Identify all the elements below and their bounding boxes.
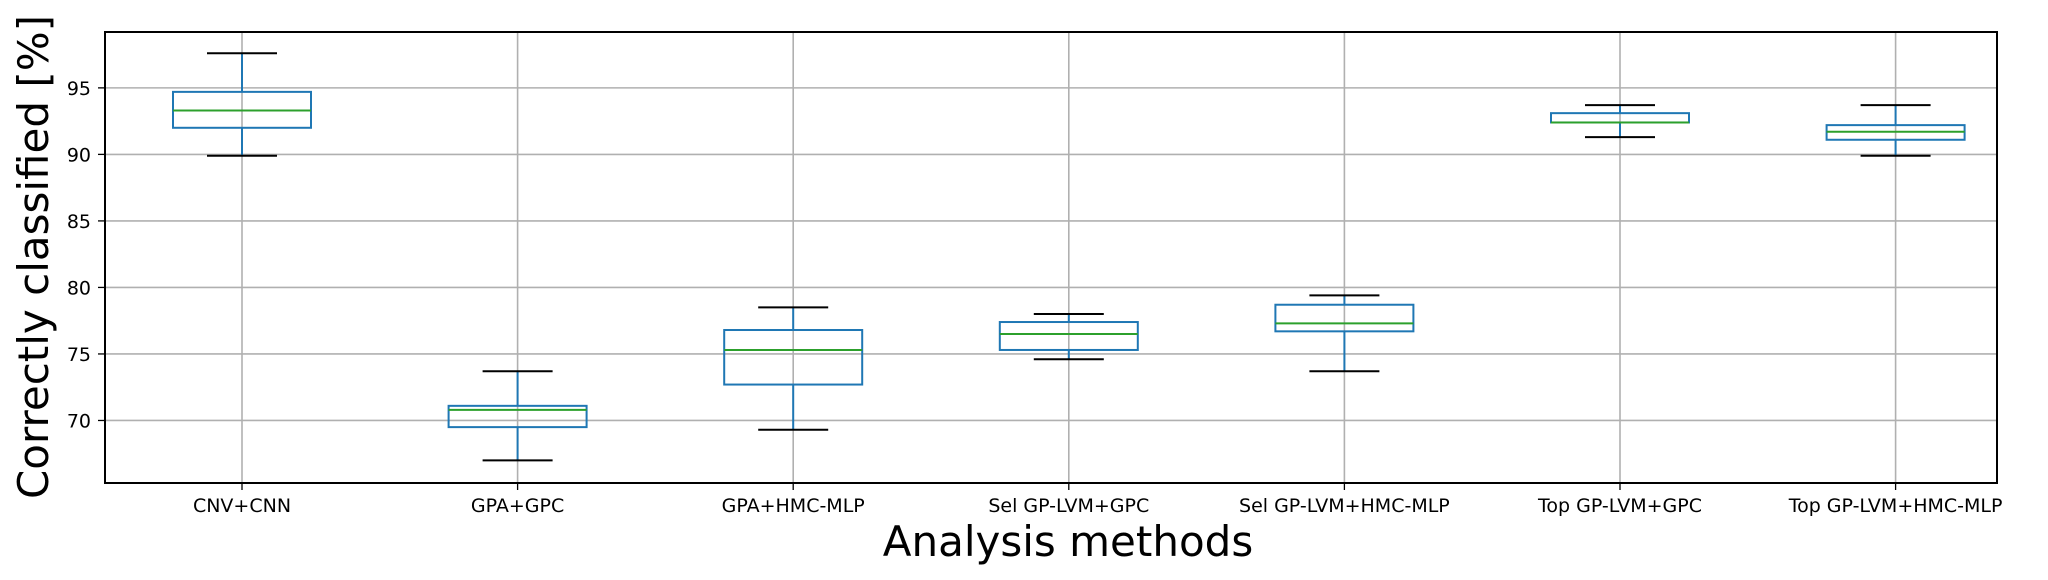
y-tick-label: 90 xyxy=(67,144,91,166)
boxes xyxy=(172,52,1966,462)
y-axis-title: Correctly classified [%] xyxy=(9,15,58,499)
x-tick-label: Sel GP-LVM+GPC xyxy=(988,495,1149,517)
box-iqr xyxy=(447,404,588,429)
box-7 xyxy=(1825,104,1966,157)
x-tick-label: GPA+GPC xyxy=(471,495,564,517)
x-tick-label: Sel GP-LVM+HMC-MLP xyxy=(1239,495,1450,517)
box-4 xyxy=(998,313,1139,361)
grid xyxy=(105,32,1997,483)
x-tick-label: GPA+HMC-MLP xyxy=(722,495,865,517)
x-tick-label: CNV+CNN xyxy=(193,495,291,517)
y-tick-label: 95 xyxy=(67,78,91,100)
box-iqr xyxy=(1274,303,1415,333)
box-6 xyxy=(1550,104,1690,139)
x-axis-title: Analysis methods xyxy=(883,517,1253,566)
y-tick-label: 80 xyxy=(67,277,91,299)
box-iqr xyxy=(723,329,864,386)
plot-frame xyxy=(104,31,1998,484)
x-tick-label: Top GP-LVM+GPC xyxy=(1537,495,1702,517)
ticks: 70 75 80 85 90 95 CNV+CNN GPA+GPC GPA+HMC-MLP Sel… xyxy=(67,78,2003,517)
box-1 xyxy=(172,52,312,157)
y-tick-label: 75 xyxy=(67,344,91,366)
box-5 xyxy=(1274,294,1415,373)
x-tick-label: Top GP-LVM+HMC-MLP xyxy=(1788,495,2003,517)
y-tick-label: 70 xyxy=(67,410,91,432)
y-tick-label: 85 xyxy=(67,211,91,233)
box-2 xyxy=(447,370,588,462)
box-iqr xyxy=(998,321,1139,351)
box-3 xyxy=(723,306,864,431)
